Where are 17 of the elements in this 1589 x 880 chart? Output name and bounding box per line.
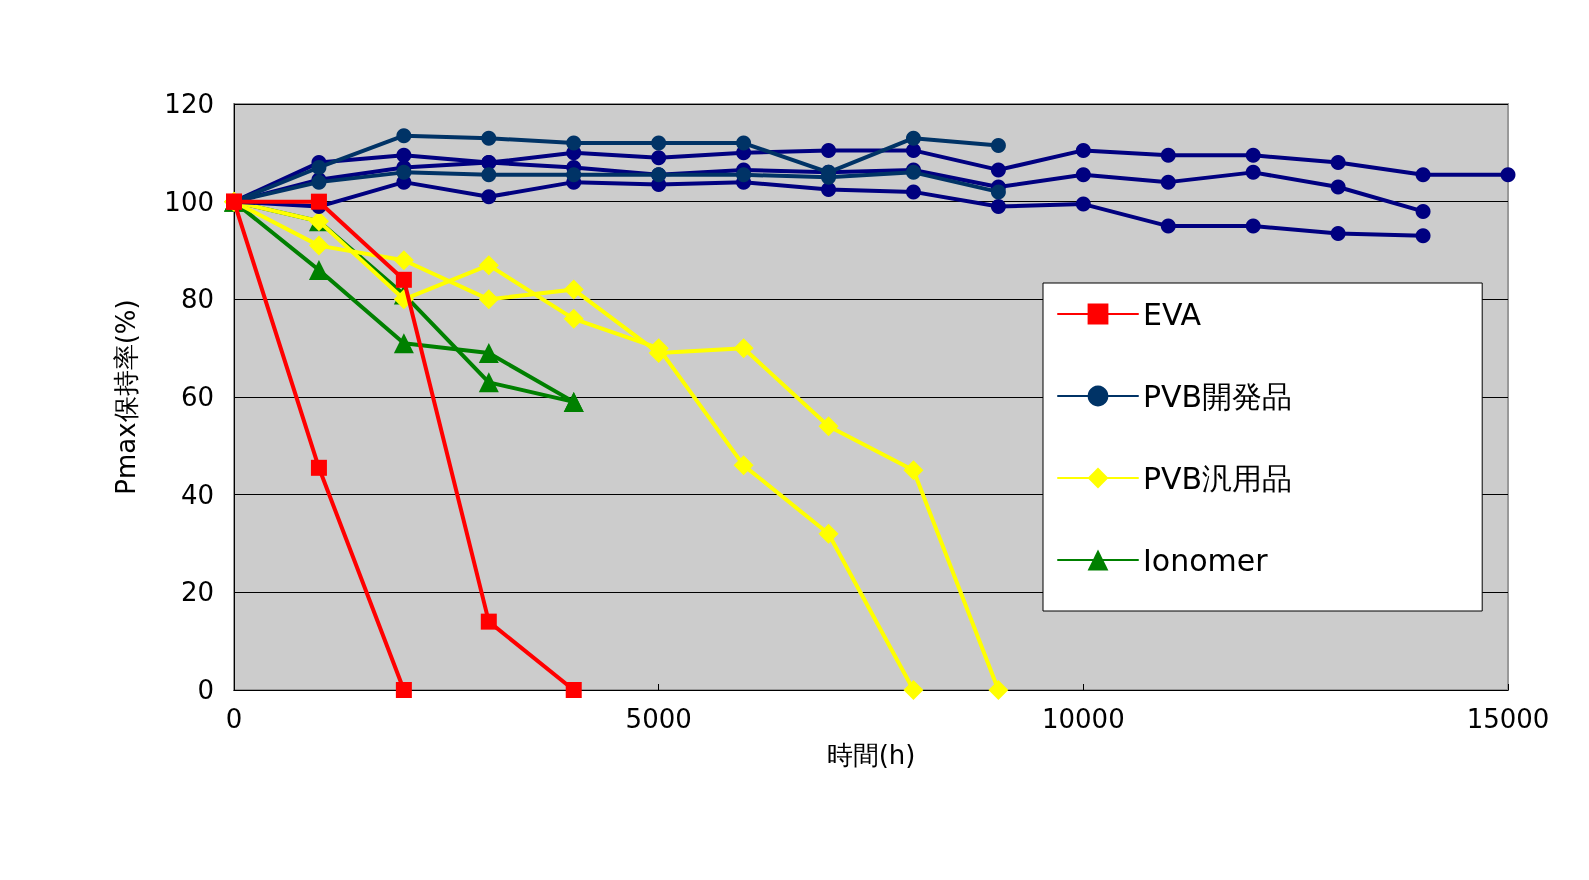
y-tick-label: 80 [180, 284, 214, 315]
y-tick-label: 20 [180, 577, 214, 608]
y-tick-label: 60 [180, 382, 214, 412]
y-tick-label: 40 [180, 479, 214, 510]
x-tick-label: 10000 [1041, 704, 1125, 734]
y-tick-label: 0 [197, 675, 214, 705]
legend-label: Ionomer [1143, 542, 1269, 578]
y-axis-title: Pmax保持率(%) [111, 299, 141, 495]
legend-label: PVB開発品 [1143, 378, 1293, 414]
x-tick-label: 0 [225, 704, 243, 734]
x-tick-label: 5000 [625, 704, 692, 734]
legend-label: EVA [1143, 296, 1202, 332]
x-axis-title: 時間(h) [826, 740, 916, 770]
y-tick-label: 120 [164, 89, 214, 119]
y-tick-label: 100 [164, 186, 214, 217]
legend-label: PVB汎用品 [1143, 460, 1293, 496]
x-tick-label: 15000 [1466, 704, 1550, 734]
